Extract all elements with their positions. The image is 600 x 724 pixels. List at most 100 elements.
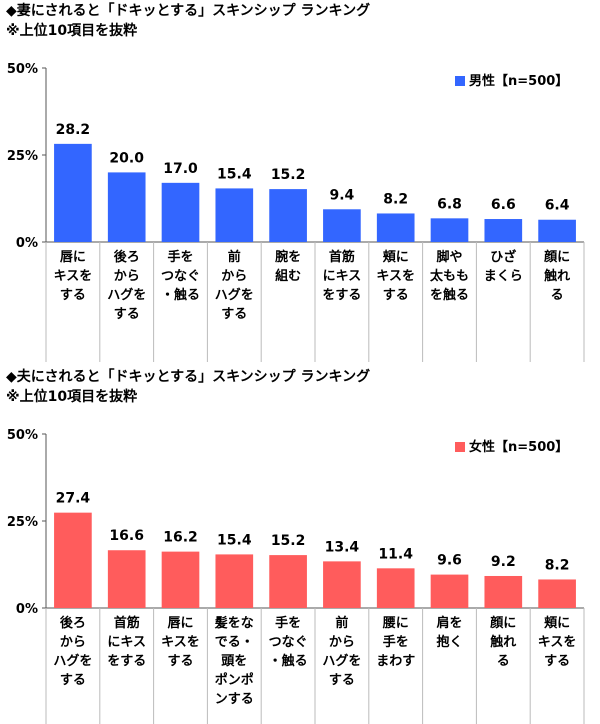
category-label-line: る [550, 288, 564, 303]
category-label-line: つなぐ [268, 635, 308, 650]
category-label-line: キスを [537, 635, 577, 650]
bar [54, 143, 92, 242]
category-label: 後ろ から ハグを する [100, 248, 154, 324]
data-label: 16.6 [109, 528, 144, 544]
category-label: 腰に 手を まわす [369, 614, 423, 671]
category-label-line: ンする [214, 692, 254, 707]
category-label-line: 前 [335, 616, 349, 631]
category-label-line: 首筋 [328, 250, 355, 265]
bar [54, 512, 92, 608]
data-label: 6.4 [545, 198, 570, 214]
category-label-line: 後ろ [59, 616, 86, 631]
category-label: 首筋 にキス をする [315, 248, 369, 305]
category-label: 前から ハグを する [315, 614, 369, 690]
bar [430, 218, 469, 242]
category-label-line: 唇に [59, 250, 86, 265]
category-label: 顔に 触れる [476, 614, 530, 671]
category-label: 手を つなぐ ・触る [154, 248, 208, 305]
bar [538, 579, 576, 608]
category-label: 肩を 抱く [423, 614, 477, 652]
category-label-line: から [328, 635, 355, 650]
category-label-line: 腕を [275, 250, 302, 265]
category-label-line: する [59, 288, 86, 303]
category-label-line: する [382, 288, 409, 303]
category-label-line: 後ろ [113, 250, 140, 265]
category-label-line: 手を [275, 616, 302, 631]
legend-swatch [455, 76, 465, 86]
legend: 女性【n=500】 [455, 436, 568, 455]
data-label: 13.4 [325, 539, 360, 555]
category-label: 唇に キスを する [46, 248, 100, 305]
bar-chart-female: 0% 25% 50% 27.4 16.6 16.2 15.4 15.2 13.4 11.4 9.6 9… [7, 428, 585, 724]
category-label: 腕を 組む [261, 248, 315, 286]
bar [215, 188, 254, 242]
category-label-line: をする [322, 288, 362, 303]
data-label: 9.6 [437, 553, 462, 569]
category-label-line: 前 [227, 250, 241, 265]
data-label: 9.2 [491, 554, 516, 570]
category-label: 後ろ から ハグを する [46, 614, 100, 690]
category-label: 脚や 太もも を触る [423, 248, 477, 305]
bar [269, 555, 307, 608]
category-label: 髪をな でる・ 頭を ポンポ ンする [207, 614, 261, 709]
category-label-line: つなぐ [160, 269, 200, 284]
category-label: 前から ハグを する [207, 248, 261, 324]
category-label: 頬に キスを する [369, 248, 423, 305]
data-label: 6.6 [491, 197, 516, 213]
category-label-line: 脚や [436, 250, 463, 265]
bar [376, 213, 415, 242]
chart-title: ◆夫にされると「ドキッとする」スキンシップ ランキング [6, 369, 371, 385]
category-label-line: にキス [107, 635, 146, 650]
data-label: 15.4 [217, 532, 252, 548]
y-tick-label: 25% [7, 149, 38, 164]
category-label-line: から [113, 269, 140, 284]
category-label-line: 頭を [221, 654, 248, 669]
category-label: 頬に キスを する [530, 614, 584, 671]
category-label-line: する [113, 307, 140, 322]
category-label-line: 太もも [429, 269, 469, 284]
category-label-line: 手を [167, 250, 194, 265]
category-label: 首筋 にキス をする [100, 614, 154, 671]
data-label: 16.2 [163, 530, 198, 546]
y-tick-label: 0% [16, 602, 38, 617]
category-label-line: 抱く [436, 635, 463, 650]
bar [161, 182, 200, 242]
data-label: 8.2 [383, 191, 408, 207]
category-label-line: をする [107, 654, 147, 669]
category-label: 唇に キスを する [154, 614, 208, 671]
bar [323, 209, 361, 242]
bar [430, 574, 469, 608]
chart-subtitle: ※上位10項目を抜粋 [6, 389, 138, 405]
category-label-line: ・触る [268, 654, 308, 669]
bar [107, 550, 146, 608]
category-label: ひざ まくら [476, 248, 530, 286]
bar [215, 554, 254, 608]
category-label-line: を触る [429, 288, 469, 303]
category-label-line: でる・ [214, 635, 254, 650]
category-label-line: 顔に [544, 250, 571, 265]
bar [323, 561, 361, 608]
bar [376, 568, 415, 608]
bar [484, 219, 523, 242]
category-label-line: キスを [376, 269, 415, 284]
bar [484, 575, 523, 608]
category-label-line: 腰に [382, 616, 409, 631]
category-label-line: 髪をな [214, 616, 254, 631]
category-label-line: 唇に [167, 616, 194, 631]
category-label-line: キスを [161, 635, 200, 650]
data-label: 17.0 [163, 161, 198, 177]
category-label-line: 肩を [436, 616, 463, 631]
y-tick-label: 50% [7, 62, 38, 77]
category-label-line: ハグを [107, 288, 147, 303]
category-label-line: まわす [376, 654, 416, 669]
category-label-line: 組む [275, 269, 302, 284]
category-label-line: する [59, 673, 86, 688]
data-label: 8.2 [545, 557, 570, 573]
data-label: 15.2 [271, 533, 306, 549]
chart-panel-female: ◆夫にされると「ドキッとする」スキンシップ ランキング ※上位10項目を抜粋 0… [0, 366, 600, 724]
bar [269, 189, 307, 242]
category-label-line: する [221, 307, 248, 322]
chart-title: ◆妻にされると「ドキッとする」スキンシップ ランキング [6, 3, 371, 19]
category-label-line: 頬に [382, 250, 409, 265]
category-label-line: ・触る [160, 288, 200, 303]
